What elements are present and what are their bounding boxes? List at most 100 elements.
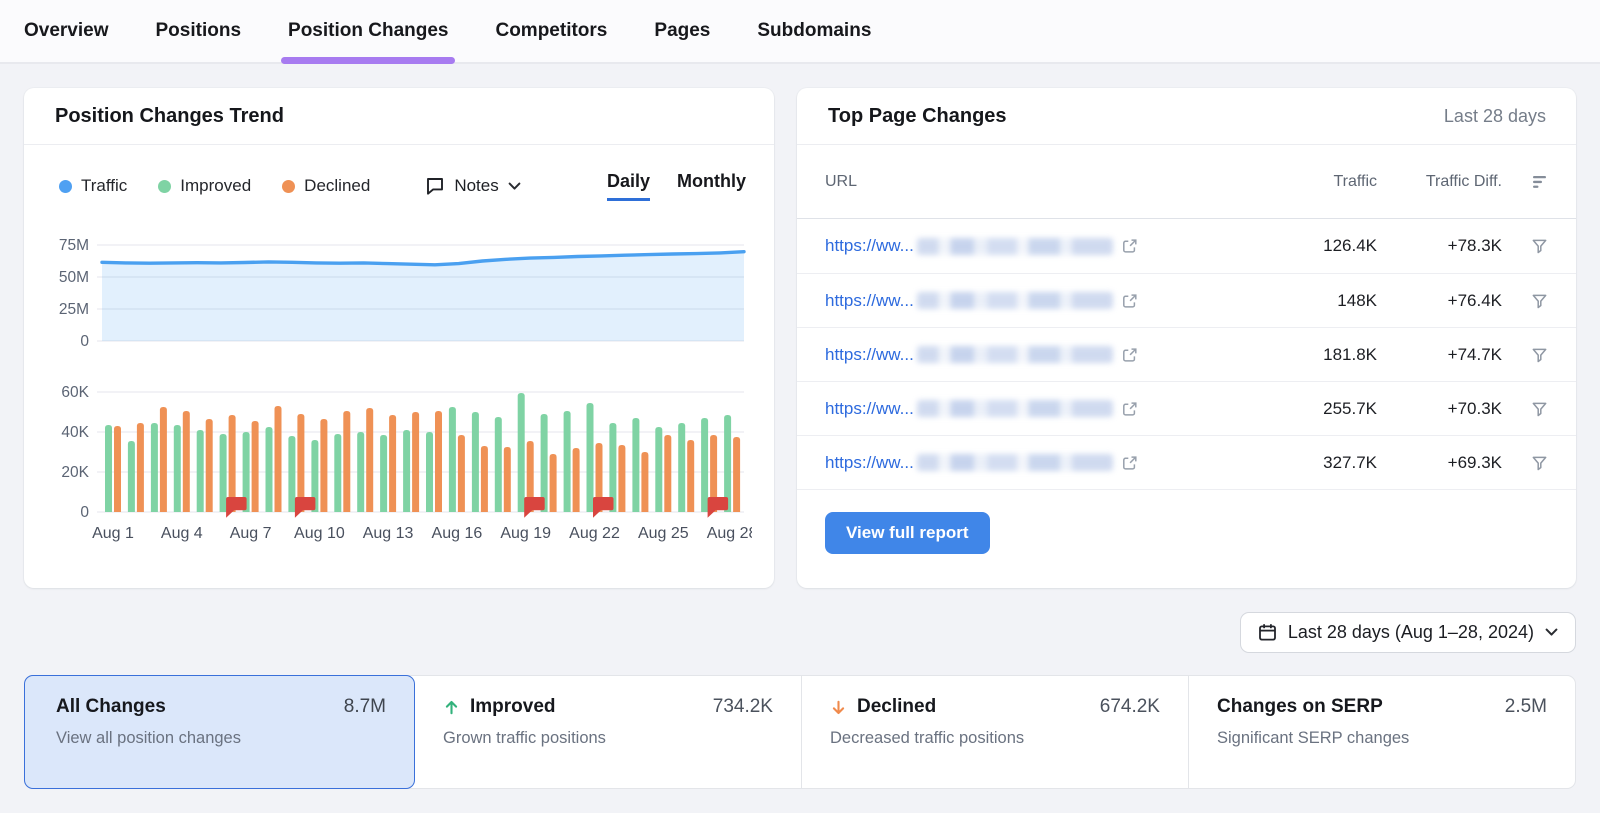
svg-text:40K: 40K bbox=[61, 424, 89, 441]
col-header-url: URL bbox=[825, 172, 858, 190]
svg-text:Aug 28: Aug 28 bbox=[707, 525, 752, 542]
sort-control[interactable] bbox=[1502, 175, 1548, 189]
declined-title: Declined bbox=[857, 696, 937, 717]
traffic-dot-icon bbox=[59, 179, 72, 193]
blurred-url bbox=[916, 292, 1113, 309]
svg-text:Aug 19: Aug 19 bbox=[500, 525, 551, 542]
svg-text:25M: 25M bbox=[59, 301, 89, 318]
summary-card-improved[interactable]: Improved 734.2K Grown traffic positions bbox=[415, 676, 801, 788]
pages-table-header: URL Traffic Traffic Diff. bbox=[797, 145, 1576, 218]
svg-text:0: 0 bbox=[80, 504, 89, 521]
declined-subtitle: Decreased traffic positions bbox=[830, 729, 1025, 747]
trend-card-title: Position Changes Trend bbox=[55, 105, 284, 127]
traffic-value: 126.4K bbox=[1323, 236, 1377, 255]
tab-pages[interactable]: Pages bbox=[654, 0, 710, 62]
calendar-icon bbox=[1258, 624, 1276, 641]
summary-card-declined[interactable]: Declined 674.2K Decreased traffic positi… bbox=[801, 676, 1188, 788]
svg-text:Aug 1: Aug 1 bbox=[92, 525, 134, 542]
external-link-icon[interactable] bbox=[1122, 238, 1138, 254]
table-row: https://ww... 126.4K +78.3K bbox=[797, 219, 1576, 273]
svg-text:Aug 4: Aug 4 bbox=[161, 525, 203, 542]
summary-card-changes-on-serp[interactable]: Changes on SERP 2.5M Significant SERP ch… bbox=[1188, 676, 1575, 788]
filter-icon[interactable] bbox=[1531, 238, 1548, 254]
tab-competitors[interactable]: Competitors bbox=[495, 0, 607, 62]
legend-item-declined[interactable]: Declined bbox=[282, 176, 370, 196]
col-header-traffic[interactable]: Traffic bbox=[1333, 172, 1377, 190]
pages-card-title: Top Page Changes bbox=[828, 105, 1007, 127]
svg-text:75M: 75M bbox=[59, 237, 89, 254]
trend-legend-row: Traffic Improved Declined Notes bbox=[24, 145, 774, 201]
all-changes-subtitle: View all position changes bbox=[56, 729, 241, 747]
notes-dropdown[interactable]: Notes bbox=[425, 176, 521, 196]
traffic-diff-value: +69.3K bbox=[1447, 452, 1502, 472]
traffic-value: 327.7K bbox=[1323, 452, 1377, 472]
summary-card-all-changes[interactable]: All Changes 8.7M View all position chang… bbox=[24, 675, 415, 789]
date-range-label: Last 28 days (Aug 1–28, 2024) bbox=[1287, 622, 1534, 642]
filter-icon[interactable] bbox=[1531, 293, 1548, 309]
improved-subtitle: Grown traffic positions bbox=[443, 729, 606, 747]
filter-icon[interactable] bbox=[1531, 347, 1548, 363]
filter-icon[interactable] bbox=[1531, 455, 1548, 471]
svg-text:Aug 25: Aug 25 bbox=[638, 525, 689, 542]
page-url-link[interactable]: https://ww... bbox=[825, 398, 914, 418]
serp-changes-value: 2.5M bbox=[1504, 696, 1547, 717]
legend-traffic-label: Traffic bbox=[81, 176, 128, 195]
legend-item-improved[interactable]: Improved bbox=[158, 176, 251, 196]
view-full-report-button[interactable]: View full report bbox=[825, 512, 990, 554]
tab-overview[interactable]: Overview bbox=[24, 0, 109, 62]
chevron-down-icon bbox=[1545, 628, 1558, 636]
tab-position-changes-label: Position Changes bbox=[288, 20, 449, 41]
down-arrow-icon bbox=[832, 700, 845, 714]
blurred-url bbox=[916, 454, 1113, 471]
table-row: https://ww... 327.7K +69.3K bbox=[797, 435, 1576, 489]
external-link-icon[interactable] bbox=[1122, 293, 1138, 309]
up-arrow-icon bbox=[445, 700, 458, 714]
blurred-url bbox=[916, 237, 1113, 255]
svg-text:60K: 60K bbox=[61, 384, 89, 401]
summary-cards-row: All Changes 8.7M View all position chang… bbox=[24, 675, 1576, 789]
declined-value: 674.2K bbox=[1099, 696, 1160, 717]
top-page-changes-card: Top Page Changes Last 28 days URL Traffi… bbox=[797, 88, 1576, 588]
traffic-value: 148K bbox=[1337, 290, 1377, 310]
improved-declined-bar-chart[interactable]: 0 20K 40K 60K Aug 1 Aug 4 Aug 7 Aug 10 Aug 13 Aug… bbox=[46, 374, 757, 551]
tab-positions[interactable]: Positions bbox=[156, 0, 242, 62]
external-link-icon[interactable] bbox=[1122, 455, 1138, 471]
svg-text:0: 0 bbox=[80, 333, 89, 350]
traffic-diff-value: +78.3K bbox=[1447, 236, 1502, 255]
external-link-icon[interactable] bbox=[1122, 347, 1138, 363]
page-url-link[interactable]: https://ww... bbox=[825, 236, 914, 255]
filter-icon[interactable] bbox=[1531, 401, 1548, 417]
improved-value: 734.2K bbox=[712, 696, 773, 717]
legend-improved-label: Improved bbox=[180, 176, 252, 195]
svg-text:Aug 13: Aug 13 bbox=[363, 525, 414, 542]
toggle-monthly[interactable]: Monthly bbox=[677, 171, 746, 191]
notes-bubble-icon bbox=[427, 178, 444, 195]
sort-descending-icon bbox=[1533, 175, 1546, 188]
tab-pages-label: Pages bbox=[654, 20, 711, 41]
svg-text:Aug 10: Aug 10 bbox=[294, 525, 345, 542]
page-url-link[interactable]: https://ww... bbox=[825, 344, 914, 364]
tab-subdomains[interactable]: Subdomains bbox=[757, 0, 871, 62]
all-changes-value: 8.7M bbox=[343, 696, 386, 717]
legend-item-traffic[interactable]: Traffic bbox=[59, 176, 127, 196]
tab-positions-label: Positions bbox=[155, 20, 242, 41]
date-range-selector[interactable]: Last 28 days (Aug 1–28, 2024) bbox=[1239, 612, 1576, 653]
report-tabs: Overview Positions Position Changes Comp… bbox=[0, 0, 1600, 64]
col-header-traffic-diff[interactable]: Traffic Diff. bbox=[1425, 172, 1502, 190]
external-link-icon[interactable] bbox=[1122, 401, 1138, 417]
serp-changes-subtitle: Significant SERP changes bbox=[1217, 729, 1410, 747]
svg-text:Aug 16: Aug 16 bbox=[432, 525, 483, 542]
traffic-value: 181.8K bbox=[1323, 344, 1377, 364]
declined-dot-icon bbox=[282, 179, 296, 193]
chevron-down-icon bbox=[508, 182, 521, 190]
pages-card-header: Top Page Changes Last 28 days bbox=[797, 88, 1576, 145]
traffic-area-chart[interactable]: 0 25M 50M 75M bbox=[46, 231, 752, 362]
table-row: https://ww... 148K +76.4K bbox=[797, 273, 1576, 327]
page-url-link[interactable]: https://ww... bbox=[825, 452, 914, 472]
page-url-link[interactable]: https://ww... bbox=[825, 290, 914, 310]
table-row: https://ww... 181.8K +74.7K bbox=[797, 327, 1576, 381]
notes-label: Notes bbox=[454, 176, 499, 195]
toggle-daily[interactable]: Daily bbox=[606, 171, 650, 201]
tab-position-changes[interactable]: Position Changes bbox=[281, 0, 456, 64]
legend-declined-label: Declined bbox=[304, 176, 371, 195]
